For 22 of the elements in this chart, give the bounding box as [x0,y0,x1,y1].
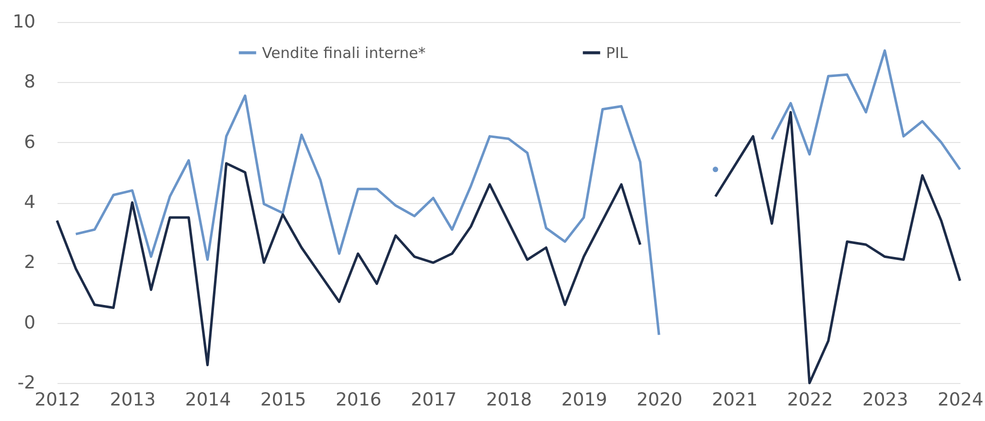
y-tick-label: 8 [24,72,36,93]
x-tick-label: 2014 [185,390,231,410]
y-tick-label: -2 [18,372,36,394]
x-tick-label: 2023 [862,390,908,410]
y-tick-label: 0 [24,312,36,334]
x-tick-label: 2021 [712,390,758,410]
x-tick-label: 2020 [636,390,682,410]
legend-label: PIL [606,44,628,62]
x-tick-label: 2016 [336,390,382,410]
x-tick-label: 2024 [938,390,984,410]
x-tick-label: 2018 [486,390,532,410]
y-tick-label: 6 [24,132,36,153]
x-tick-label: 2015 [260,390,306,410]
x-tick-label: 2013 [110,390,156,410]
x-tick-label: 2022 [787,390,833,410]
y-tick-label: 10 [12,12,36,32]
legend-label: Vendite finali interne* [262,44,426,62]
y-tick-label: 2 [24,252,36,274]
y-tick-label: 4 [24,192,36,213]
x-tick-label: 2017 [410,390,457,410]
x-tick-label: 2019 [561,390,608,410]
x-tick-label: 2012 [34,390,80,410]
